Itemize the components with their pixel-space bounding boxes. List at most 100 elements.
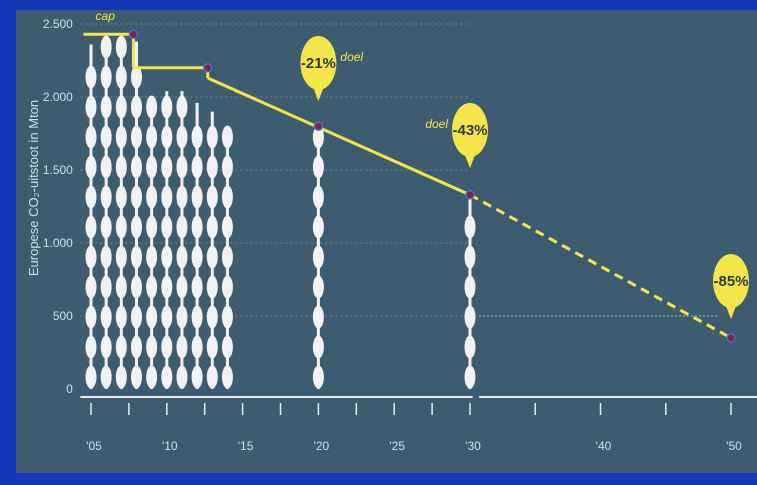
bar-bead (130, 125, 142, 149)
bar-bead (221, 185, 233, 209)
x-tick-label: '20 (314, 439, 330, 453)
bar-bead (191, 305, 203, 329)
bar-bead (161, 305, 173, 329)
bar-bead (100, 65, 112, 89)
bar-bead (206, 185, 218, 209)
bar-bead (85, 275, 97, 299)
bar-bead (130, 215, 142, 239)
bar-bead (115, 185, 127, 209)
y-axis-label: Europese CO₂-uitstoot in Mton (26, 100, 41, 276)
bar-bead (115, 305, 127, 329)
bar-bead (221, 125, 233, 149)
bar-bead (146, 335, 158, 359)
bar-bead (161, 95, 173, 119)
bar-bead (464, 275, 476, 299)
bar-bead (100, 245, 112, 269)
callouts: -21% doel -43% doel -85% (300, 36, 749, 319)
bar-bead (221, 305, 233, 329)
y-tick-label: 1.500 (43, 163, 73, 177)
bar-bead (176, 365, 188, 389)
emission-bar (146, 95, 158, 389)
cap-point (726, 333, 736, 343)
callout-balloon (452, 103, 488, 157)
bar-bead (146, 155, 158, 179)
emission-bar (312, 125, 324, 389)
co2-emissions-chart: 0 500 1.000 1.500 2.000 2.500 '05 '10 '15 '20 '25 '… (26, 10, 757, 453)
bar-bead (221, 275, 233, 299)
bar-bead (115, 35, 127, 59)
chart-panel: 0 500 1.000 1.500 2.000 2.500 '05 '10 '15 '20 '25 '… (16, 10, 757, 473)
bar-bead (100, 305, 112, 329)
bar-bead (130, 365, 142, 389)
bar-bead (176, 275, 188, 299)
bar-bead (85, 335, 97, 359)
bar-bead (85, 65, 97, 89)
bar-bead (464, 335, 476, 359)
bar-bead (312, 185, 324, 209)
bar-bead (100, 95, 112, 119)
bar-bead (206, 335, 218, 359)
bar-bead (161, 275, 173, 299)
bar-bead (161, 125, 173, 149)
bar-bead (100, 185, 112, 209)
bar-bead (85, 125, 97, 149)
cap-projection (469, 193, 732, 340)
bar-bead (191, 185, 203, 209)
y-tick-label: 500 (53, 309, 73, 323)
bar-bead (115, 215, 127, 239)
bar-bead (85, 305, 97, 329)
x-tick-label: '40 (596, 439, 612, 453)
callout-balloon (300, 36, 337, 90)
bar-bead (100, 335, 112, 359)
callout-label: -85% (713, 273, 748, 290)
bar-bead (85, 95, 97, 119)
x-tick-label: '25 (389, 439, 405, 453)
bar-bead (85, 365, 97, 389)
cap-label: cap (96, 10, 116, 23)
emission-bar (130, 41, 142, 389)
bar-bead (312, 365, 324, 389)
cap-point (313, 121, 324, 131)
bar-bead (464, 245, 476, 269)
bar-bead (176, 185, 188, 209)
emission-bar (100, 35, 112, 389)
bar-bead (115, 95, 127, 119)
x-tick-label: '10 (162, 439, 178, 453)
bar-bead (130, 335, 142, 359)
callout-label: -43% (452, 122, 487, 139)
emission-bar (464, 194, 476, 389)
bar-bead (464, 215, 476, 239)
bar-bead (130, 95, 142, 119)
bar-bead (115, 245, 127, 269)
bar-bead (191, 155, 203, 179)
bar-bead (115, 125, 127, 149)
emission-bar (206, 111, 218, 389)
bar-bead (130, 155, 142, 179)
callout-note: doel (425, 117, 448, 131)
bar-bead (146, 215, 158, 239)
bar-bead (221, 365, 233, 389)
bar-bead (176, 215, 188, 239)
bar-bead (312, 215, 324, 239)
bar-bead (146, 275, 158, 299)
bar-bead (176, 245, 188, 269)
bar-bead (176, 155, 188, 179)
bar-bead (312, 275, 324, 299)
bar-bead (115, 365, 127, 389)
bar-bead (130, 185, 142, 209)
bar-bead (176, 305, 188, 329)
y-tick-label: 1.000 (43, 236, 73, 250)
x-tick-label: '30 (465, 439, 481, 453)
bar-bead (100, 215, 112, 239)
emission-bar (176, 91, 188, 389)
bar-bead (312, 245, 324, 269)
bar-bead (146, 365, 158, 389)
bar-bead (100, 365, 112, 389)
bar-bead (206, 365, 218, 389)
bar-bead (161, 365, 173, 389)
bar-bead (206, 125, 218, 149)
bar-bead (85, 155, 97, 179)
bar-bead (206, 275, 218, 299)
bar-bead (146, 95, 158, 119)
